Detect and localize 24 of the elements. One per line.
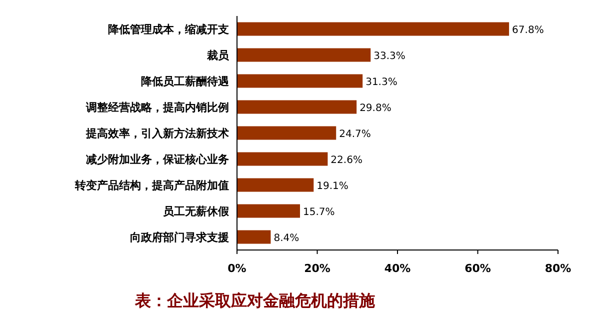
data-label: 33.3% bbox=[374, 51, 406, 62]
y-tick-label: 降低员工薪酬待遇 bbox=[141, 75, 229, 88]
y-tick-label: 转变产品结构，提高产品附加值 bbox=[74, 179, 229, 192]
data-label: 67.8% bbox=[512, 25, 544, 36]
x-tick-label: 20% bbox=[304, 262, 330, 275]
y-tick-label: 调整经营战略，提高内销比例 bbox=[85, 101, 229, 114]
x-tick-label: 0% bbox=[228, 262, 246, 275]
data-label: 31.3% bbox=[366, 77, 398, 88]
data-label: 29.8% bbox=[360, 103, 392, 114]
y-tick-label: 裁员 bbox=[206, 49, 230, 62]
y-tick-label: 减少附加业务，保证核心业务 bbox=[86, 153, 229, 166]
data-label: 15.7% bbox=[302, 207, 335, 218]
x-tick-label: 60% bbox=[464, 262, 491, 275]
y-tick-label: 向政府部门寻求支援 bbox=[130, 231, 229, 244]
x-tick-label: 80% bbox=[544, 262, 572, 275]
x-tick-label: 40% bbox=[384, 262, 411, 275]
y-tick-label: 降低管理成本，缩减开支 bbox=[108, 23, 229, 36]
data-label: 22.6% bbox=[330, 155, 362, 166]
data-label: 19.1% bbox=[316, 181, 348, 192]
data-label: 8.4% bbox=[274, 233, 300, 244]
data-label: 24.7% bbox=[339, 129, 371, 140]
y-tick-label: 提高效率，引入新方法新技术 bbox=[85, 127, 229, 140]
text: 表：企业采取应对金融危机的措施 bbox=[134, 291, 376, 310]
y-tick-label: 员工无薪休假 bbox=[163, 205, 230, 218]
